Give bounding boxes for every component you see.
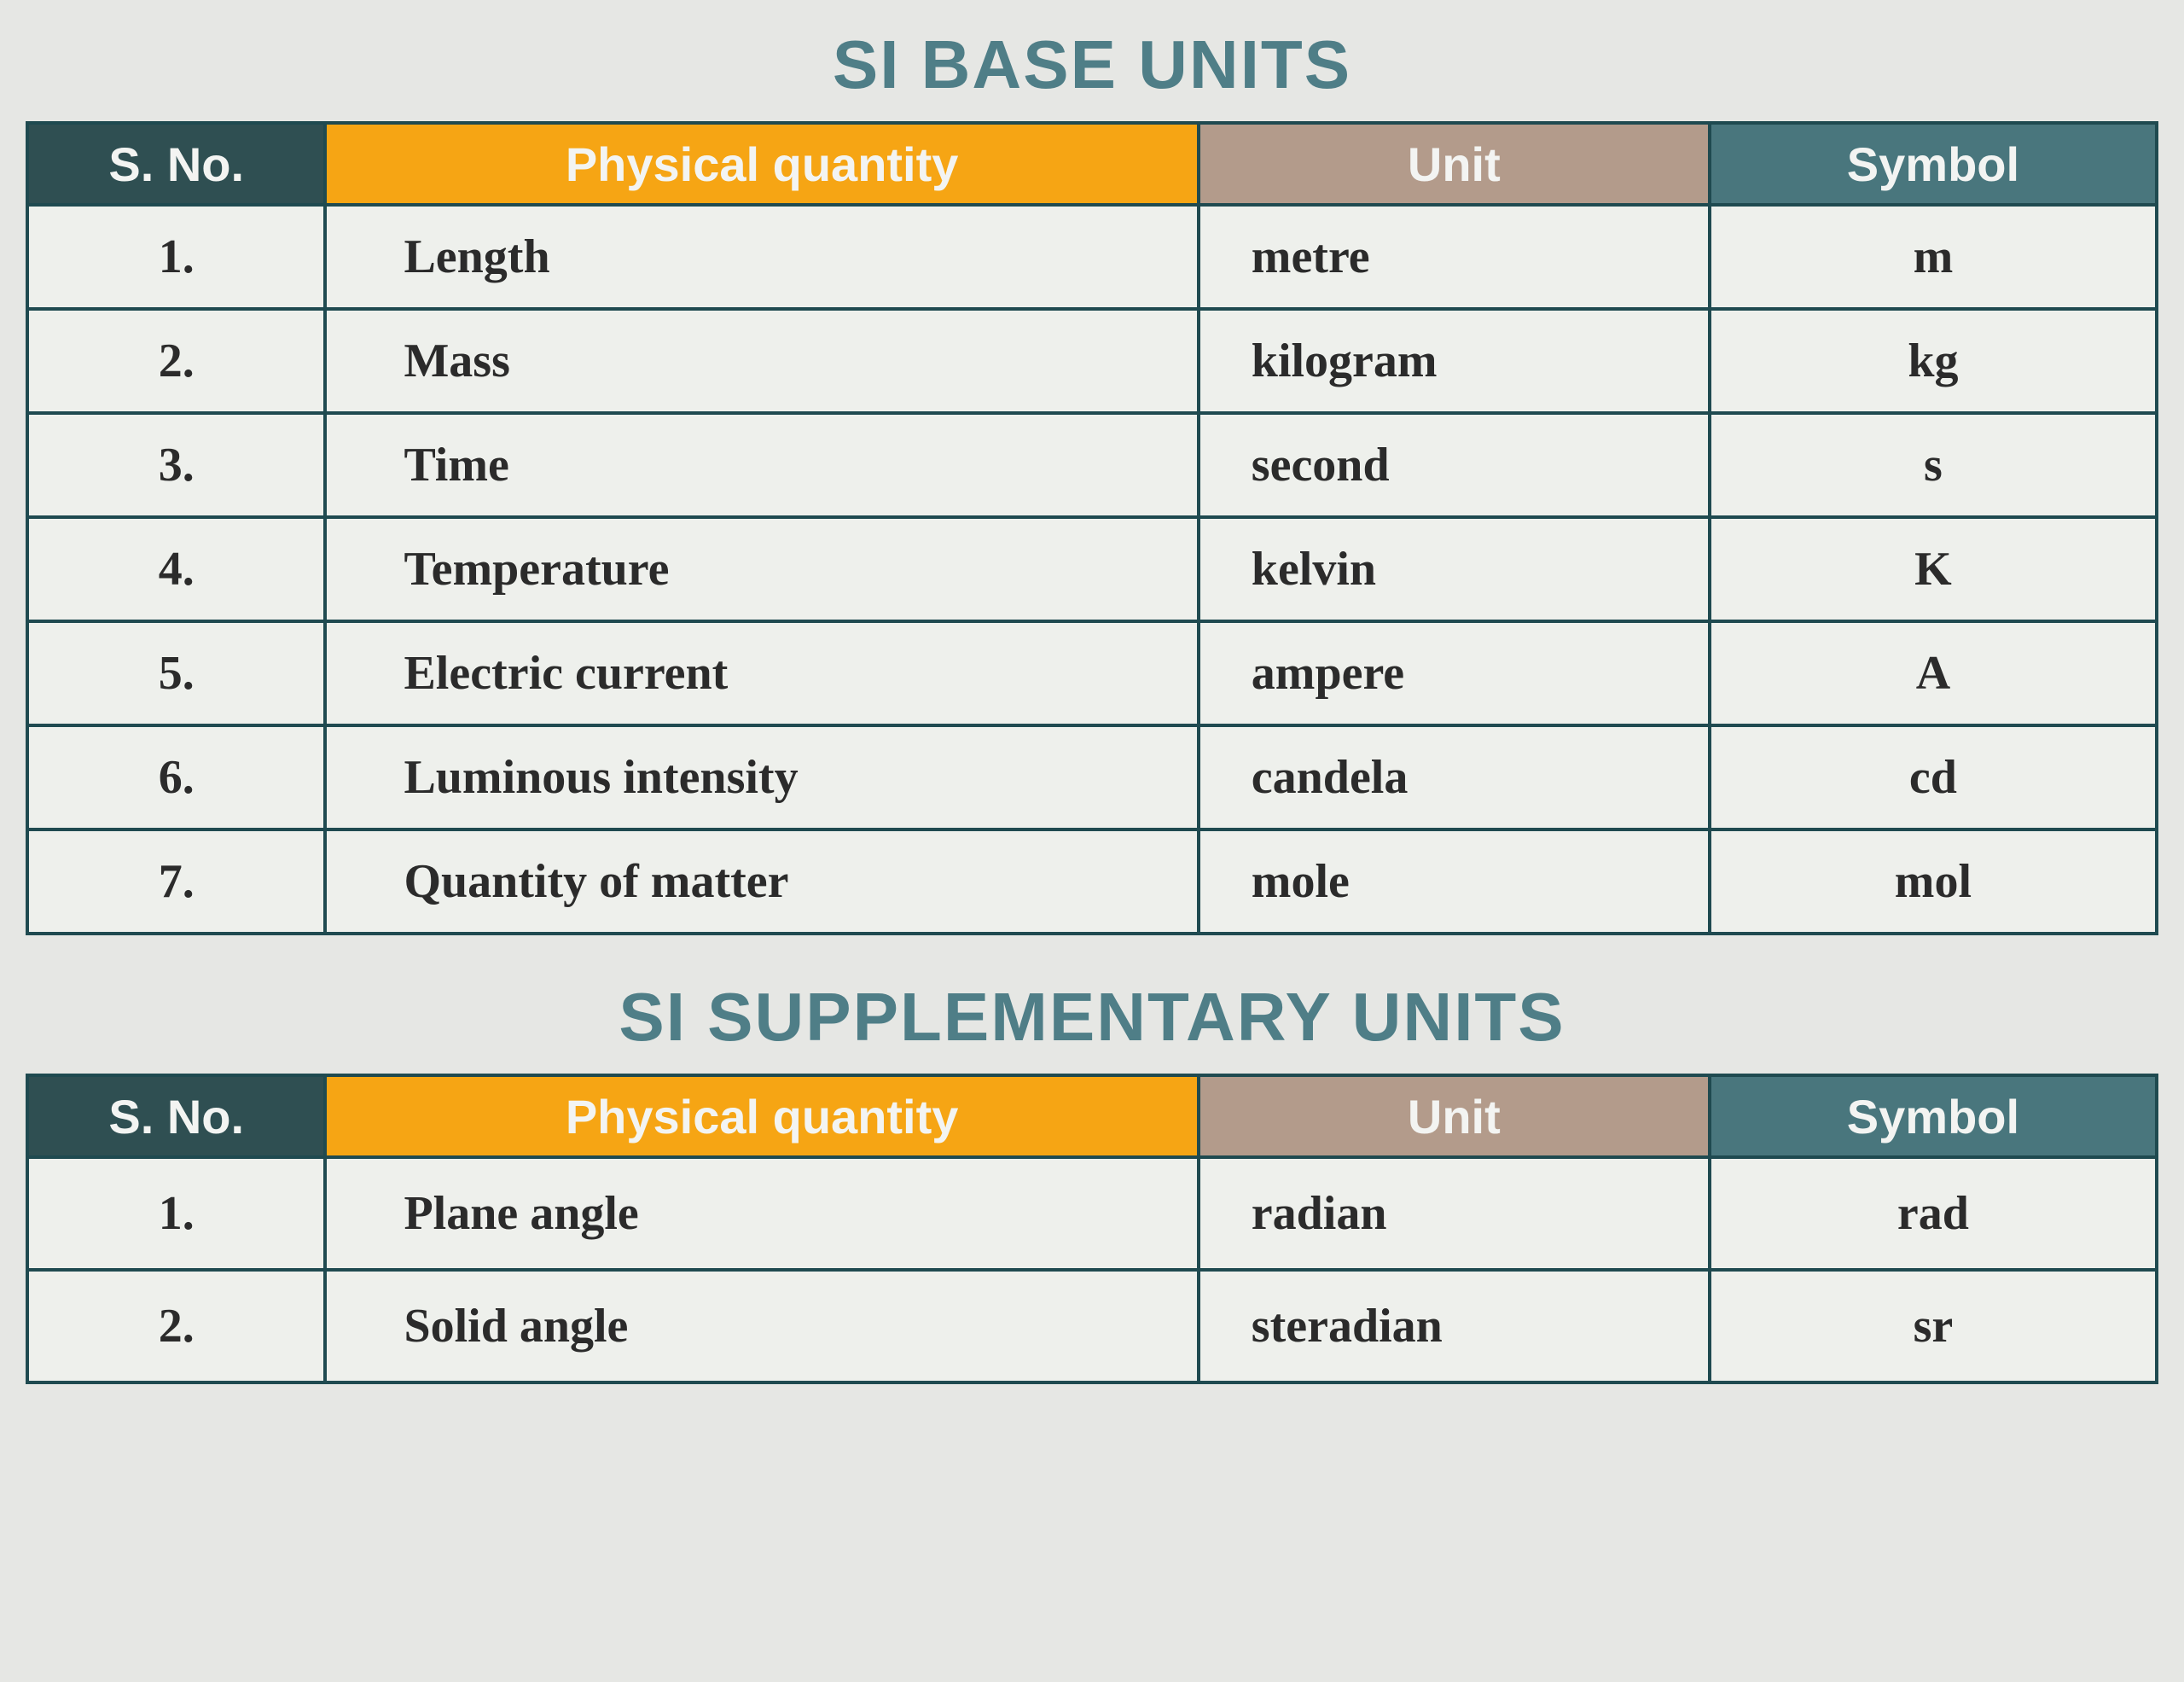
cell-pq: Plane angle xyxy=(325,1157,1198,1270)
cell-unit: kilogram xyxy=(1199,309,1710,413)
col-header-sno: S. No. xyxy=(27,1075,325,1157)
col-header-symbol: Symbol xyxy=(1710,123,2157,205)
cell-sno: 4. xyxy=(27,517,325,621)
cell-sno: 1. xyxy=(27,205,325,309)
cell-unit: second xyxy=(1199,413,1710,517)
table-row: 2. Mass kilogram kg xyxy=(27,309,2157,413)
base-units-header-row: S. No. Physical quantity Unit Symbol xyxy=(27,123,2157,205)
col-header-physical-quantity: Physical quantity xyxy=(325,123,1198,205)
cell-unit: metre xyxy=(1199,205,1710,309)
table-row: 3. Time second s xyxy=(27,413,2157,517)
col-header-physical-quantity: Physical quantity xyxy=(325,1075,1198,1157)
cell-pq: Electric current xyxy=(325,621,1198,725)
cell-sno: 7. xyxy=(27,829,325,934)
cell-pq: Length xyxy=(325,205,1198,309)
cell-symbol: mol xyxy=(1710,829,2157,934)
table-row: 5. Electric current ampere A xyxy=(27,621,2157,725)
cell-symbol: m xyxy=(1710,205,2157,309)
cell-unit: ampere xyxy=(1199,621,1710,725)
table-row: 1. Length metre m xyxy=(27,205,2157,309)
cell-unit: kelvin xyxy=(1199,517,1710,621)
cell-symbol: kg xyxy=(1710,309,2157,413)
cell-sno: 5. xyxy=(27,621,325,725)
cell-sno: 1. xyxy=(27,1157,325,1270)
base-units-title: SI BASE UNITS xyxy=(26,26,2158,104)
table-row: 1. Plane angle radian rad xyxy=(27,1157,2157,1270)
supplementary-units-header-row: S. No. Physical quantity Unit Symbol xyxy=(27,1075,2157,1157)
cell-pq: Solid angle xyxy=(325,1270,1198,1382)
cell-symbol: s xyxy=(1710,413,2157,517)
table-row: 6. Luminous intensity candela cd xyxy=(27,725,2157,829)
supplementary-units-table: S. No. Physical quantity Unit Symbol 1. … xyxy=(26,1074,2158,1384)
col-header-unit: Unit xyxy=(1199,123,1710,205)
cell-pq: Mass xyxy=(325,309,1198,413)
cell-unit: mole xyxy=(1199,829,1710,934)
cell-sno: 2. xyxy=(27,309,325,413)
cell-pq: Quantity of matter xyxy=(325,829,1198,934)
cell-symbol: cd xyxy=(1710,725,2157,829)
supplementary-units-body: 1. Plane angle radian rad 2. Solid angle… xyxy=(27,1157,2157,1382)
cell-sno: 2. xyxy=(27,1270,325,1382)
col-header-unit: Unit xyxy=(1199,1075,1710,1157)
cell-symbol: sr xyxy=(1710,1270,2157,1382)
table-row: 7. Quantity of matter mole mol xyxy=(27,829,2157,934)
cell-symbol: K xyxy=(1710,517,2157,621)
col-header-symbol: Symbol xyxy=(1710,1075,2157,1157)
cell-pq: Time xyxy=(325,413,1198,517)
cell-pq: Temperature xyxy=(325,517,1198,621)
table-row: 4. Temperature kelvin K xyxy=(27,517,2157,621)
cell-symbol: A xyxy=(1710,621,2157,725)
supplementary-units-title: SI SUPPLEMENTARY UNITS xyxy=(26,978,2158,1056)
cell-pq: Luminous intensity xyxy=(325,725,1198,829)
cell-unit: candela xyxy=(1199,725,1710,829)
cell-unit: radian xyxy=(1199,1157,1710,1270)
base-units-table: S. No. Physical quantity Unit Symbol 1. … xyxy=(26,121,2158,935)
cell-sno: 6. xyxy=(27,725,325,829)
cell-unit: steradian xyxy=(1199,1270,1710,1382)
col-header-sno: S. No. xyxy=(27,123,325,205)
cell-symbol: rad xyxy=(1710,1157,2157,1270)
cell-sno: 3. xyxy=(27,413,325,517)
base-units-body: 1. Length metre m 2. Mass kilogram kg 3.… xyxy=(27,205,2157,934)
table-row: 2. Solid angle steradian sr xyxy=(27,1270,2157,1382)
